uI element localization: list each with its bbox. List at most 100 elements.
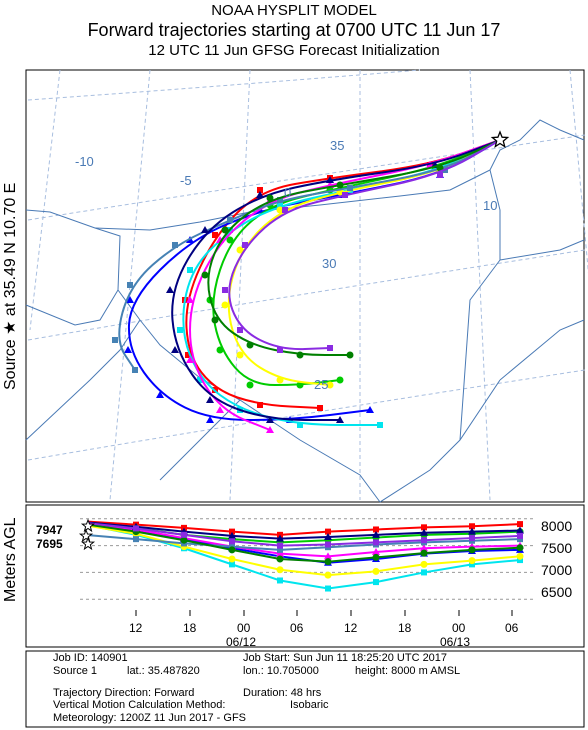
x-tick-label: 18 (183, 621, 197, 635)
height-marker (420, 549, 428, 557)
height-marker (325, 528, 331, 535)
trajectory-marker (156, 391, 164, 398)
trajectory-marker (206, 396, 214, 403)
trajectory-marker (257, 402, 263, 408)
height-marker (276, 555, 284, 563)
height-marker (133, 525, 139, 532)
height-line (87, 521, 521, 540)
trajectory-marker (124, 346, 132, 353)
trajectory-marker (366, 406, 374, 413)
trajectory-marker (282, 207, 288, 213)
height-marker (324, 558, 332, 566)
trajectory-marker (226, 236, 234, 244)
trajectory-marker (186, 296, 194, 303)
height-marker (469, 535, 475, 542)
y-tick-label: 6500 (541, 584, 572, 600)
trajectory-marker (112, 337, 118, 343)
trajectory-line (228, 139, 501, 351)
height-line (87, 534, 521, 551)
lat-label: 30 (322, 256, 336, 271)
height-marker (420, 528, 428, 536)
model-title: NOAA HYSPLIT MODEL (211, 2, 377, 19)
height-marker (229, 561, 235, 568)
height-marker (469, 523, 475, 530)
height-marker (180, 536, 188, 544)
trajectory-marker (277, 347, 283, 353)
height-marker (277, 577, 283, 584)
trajectory-marker (296, 381, 304, 389)
height-line (87, 520, 521, 536)
x-axis-ticks (135, 610, 513, 616)
lon-label: -5 (180, 173, 192, 188)
border-line (379, 379, 501, 503)
lon-label: -10 (75, 154, 94, 169)
source-lat: lat.: 35.487820 (127, 665, 200, 677)
source-height: height: 8000 m AMSL (355, 665, 461, 677)
height-marker (229, 538, 235, 545)
height-marker (277, 546, 283, 553)
trajectory-marker (166, 286, 174, 293)
trajectory-marker (211, 316, 219, 324)
trajectory-marker (171, 346, 179, 353)
height-marker (324, 552, 332, 560)
trajectory-marker (436, 164, 444, 172)
border-line (159, 399, 241, 481)
x-tick-label: 06 (290, 621, 304, 635)
height-marker (277, 542, 283, 549)
height-marker (517, 532, 523, 539)
trajectory-marker (185, 352, 191, 358)
longitude-line (469, 69, 491, 501)
trajectory-marker (127, 282, 133, 288)
height-marker (325, 541, 331, 548)
trajectory-marker (216, 346, 224, 354)
height-line (87, 522, 521, 547)
height-marker (421, 524, 427, 531)
height-marker (516, 544, 524, 552)
trajectory-marker (172, 242, 178, 248)
trajectory-marker (377, 422, 383, 428)
start-height-label: 7695 (36, 537, 63, 551)
trajectory-marker (266, 426, 274, 433)
trajectory-marker (347, 185, 353, 191)
trajectory-marker (177, 327, 183, 333)
x-tick-label: 18 (398, 621, 412, 635)
trajectory-marker (276, 376, 284, 384)
lat-label: 25 (314, 377, 328, 392)
height-marker (372, 553, 380, 561)
height-marker (324, 571, 332, 579)
date-label: 06/12 (226, 635, 256, 649)
trajectory-marker (242, 242, 248, 248)
lat-label: 35 (330, 138, 344, 153)
border-line (499, 239, 585, 261)
source-id: Source 1 (53, 665, 98, 677)
x-tick-label: 06 (505, 621, 519, 635)
trajectory-marker (257, 187, 263, 193)
trajectory-marker (346, 351, 354, 359)
x-tick-label: 12 (129, 621, 143, 635)
trajectory-marker (297, 422, 303, 428)
height-marker (373, 579, 379, 586)
height-marker (420, 544, 428, 552)
trajectory-marker (132, 367, 138, 373)
height-lines (78, 518, 524, 592)
height-marker (229, 528, 235, 535)
trajectory-marker (327, 345, 333, 351)
trajectory-marker (296, 351, 304, 359)
trajectory-marker (256, 191, 264, 198)
trajectory-title: Forward trajectories starting at 0700 UT… (87, 20, 501, 40)
trajectory-marker (277, 197, 283, 203)
x-tick-label: 00 (452, 621, 466, 635)
height-marker (325, 585, 331, 592)
height-marker (276, 549, 284, 557)
height-marker (228, 546, 236, 554)
height-marker (517, 557, 523, 564)
trajectory-marker (266, 416, 274, 423)
height-marker (468, 557, 476, 565)
height-line (87, 524, 521, 577)
start-star-icon (80, 536, 96, 551)
height-marker (468, 546, 476, 554)
trajectory-marker (237, 327, 243, 333)
height-marker (276, 534, 284, 542)
trajectory-marker (206, 416, 214, 423)
